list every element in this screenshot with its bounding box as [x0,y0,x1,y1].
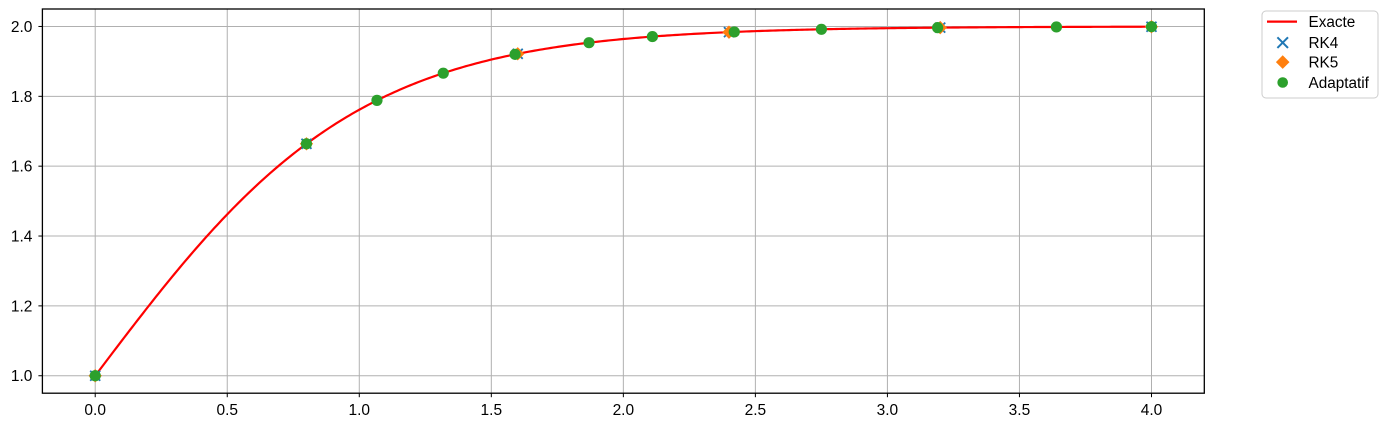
svg-text:1.4: 1.4 [11,229,33,246]
svg-text:Exacte: Exacte [1309,14,1356,31]
svg-text:1.8: 1.8 [11,89,33,106]
svg-text:1.0: 1.0 [348,402,370,419]
svg-text:1.0: 1.0 [11,368,33,385]
svg-text:1.5: 1.5 [481,402,503,419]
svg-text:4.0: 4.0 [1141,402,1163,419]
svg-text:3.0: 3.0 [877,402,899,419]
svg-text:Adaptatif: Adaptatif [1309,75,1370,92]
svg-text:2.5: 2.5 [745,402,767,419]
svg-text:1.6: 1.6 [11,159,33,176]
svg-text:1.2: 1.2 [11,298,33,315]
svg-text:RK5: RK5 [1309,54,1339,71]
svg-text:3.5: 3.5 [1009,402,1031,419]
svg-text:0.5: 0.5 [216,402,238,419]
svg-text:0.0: 0.0 [84,402,106,419]
svg-text:2.0: 2.0 [613,402,635,419]
svg-text:RK4: RK4 [1309,35,1339,52]
svg-text:2.0: 2.0 [11,19,33,36]
